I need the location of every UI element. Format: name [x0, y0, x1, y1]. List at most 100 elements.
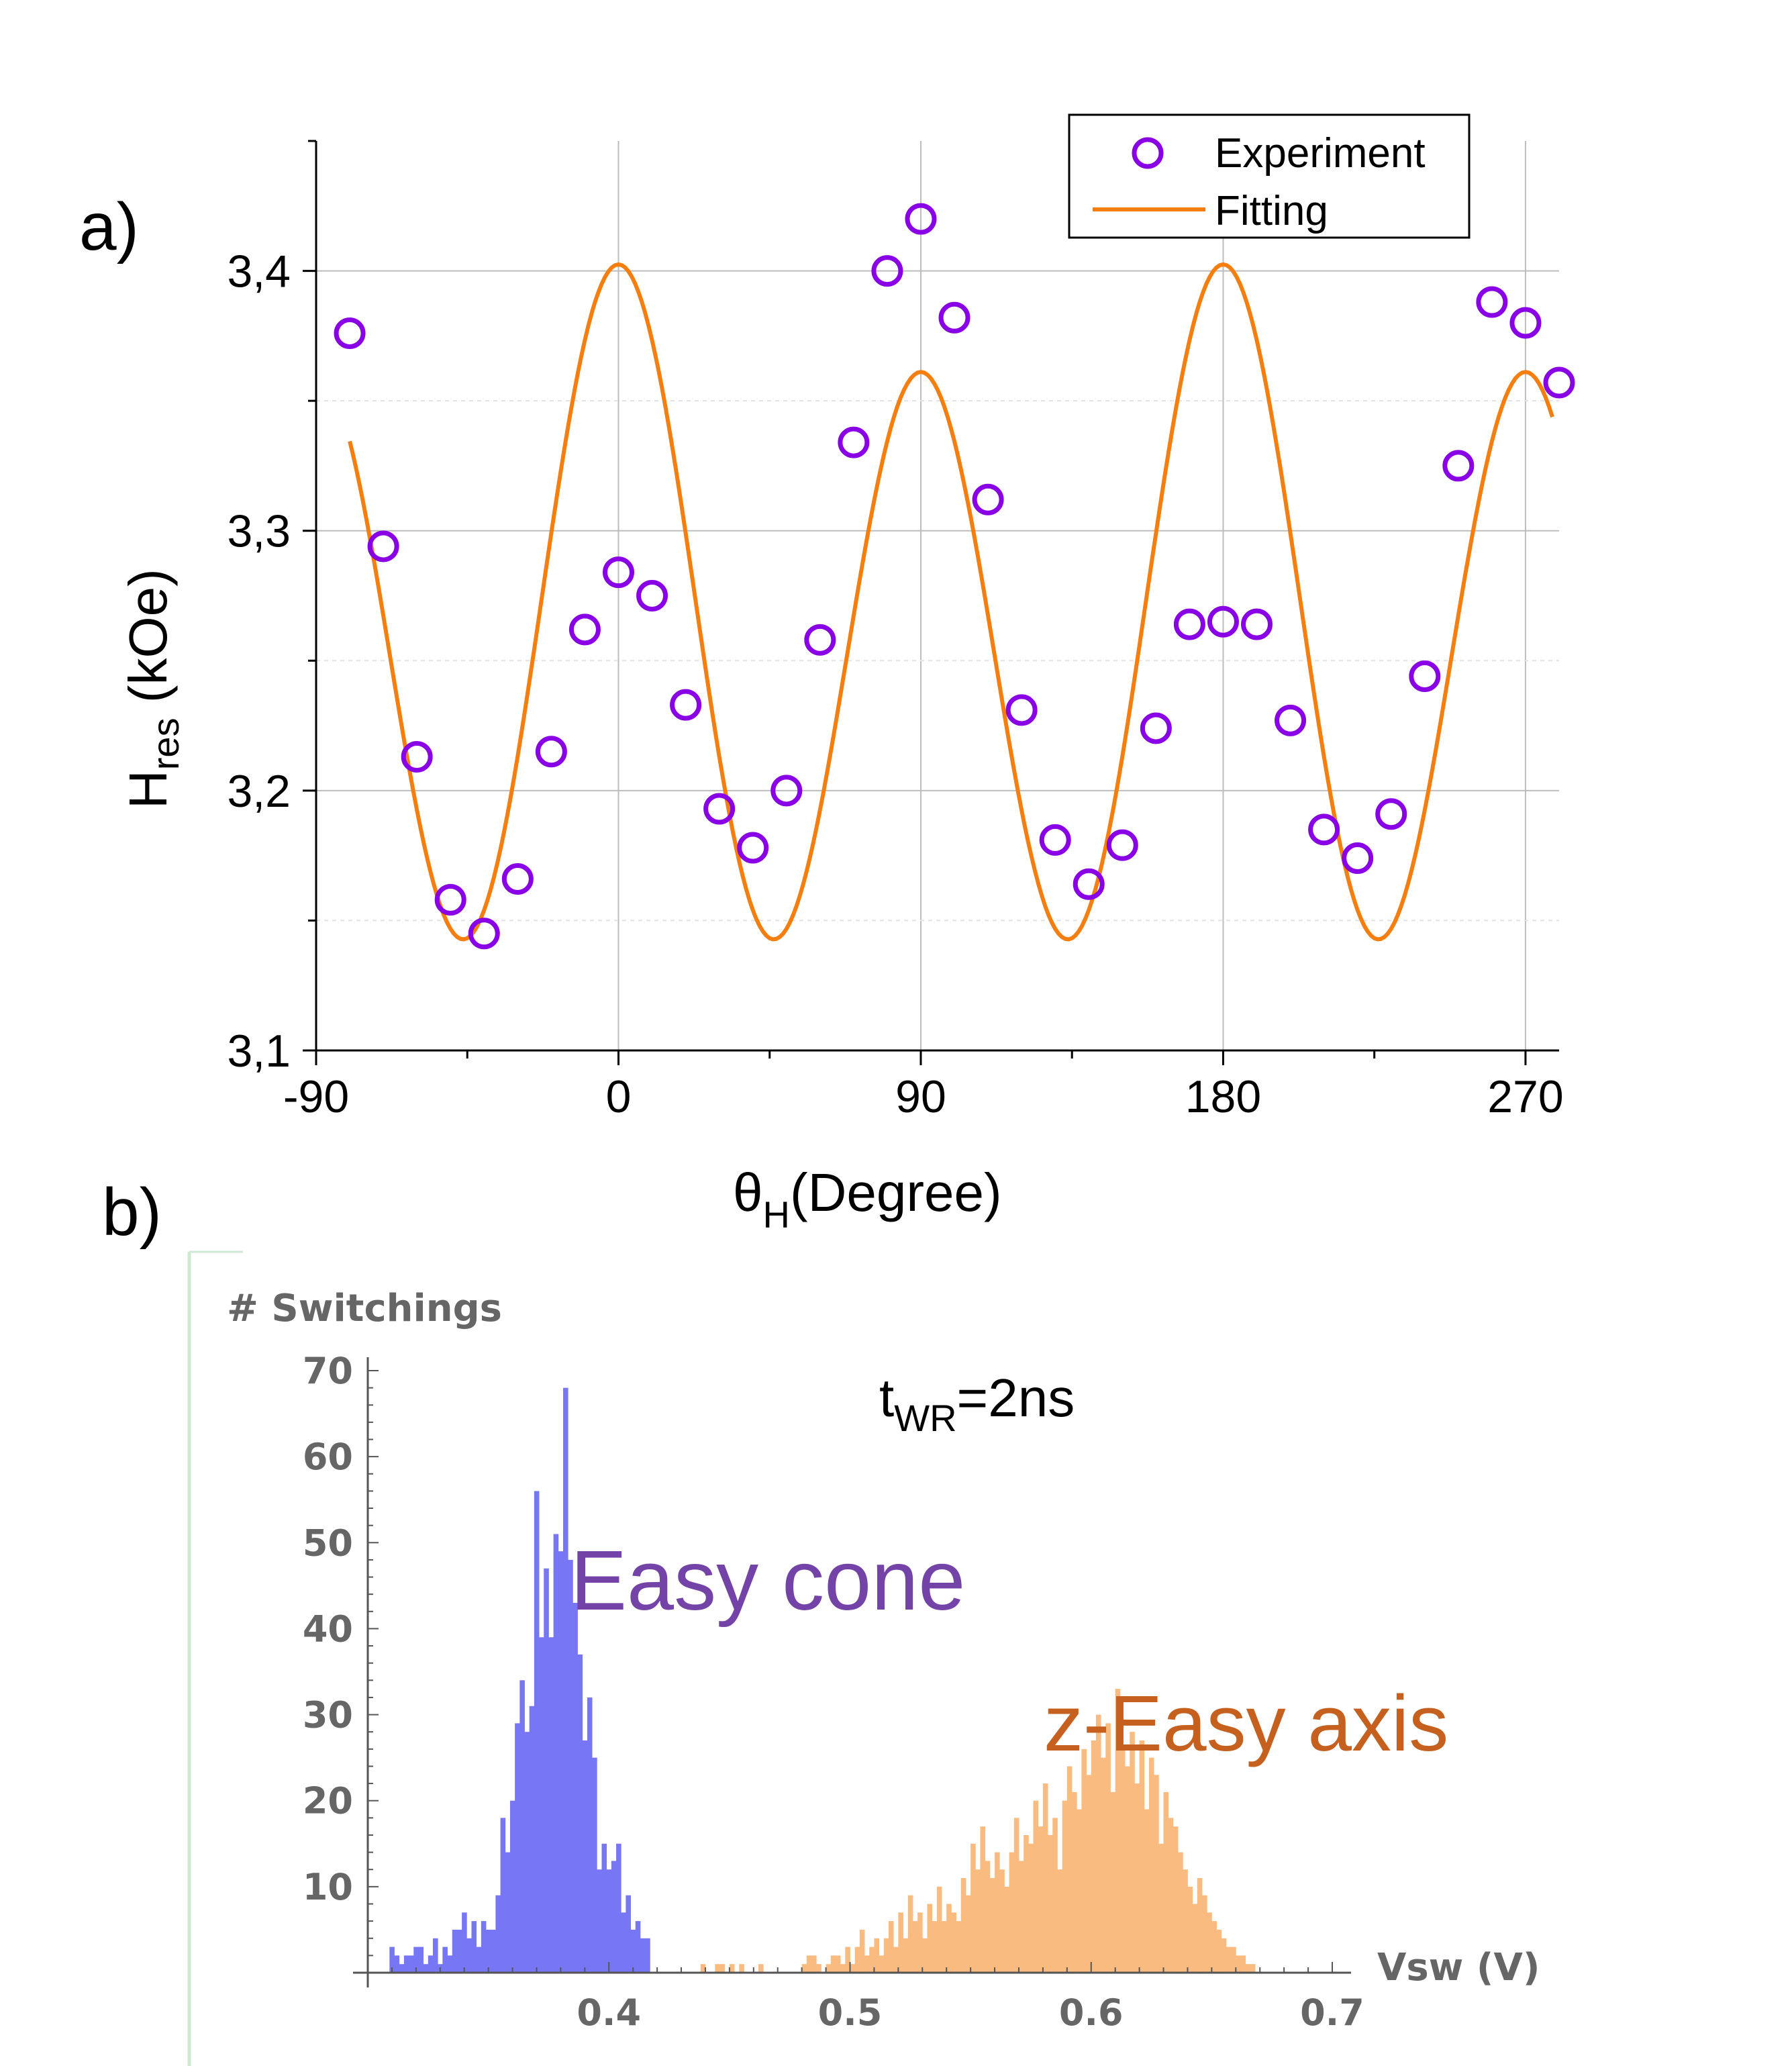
histogram-bar: [995, 1852, 1000, 1973]
histogram-bar: [845, 1947, 850, 1973]
histogram-bar: [989, 1878, 995, 1973]
experiment-point: [1173, 608, 1205, 640]
histogram-bar: [1009, 1852, 1015, 1973]
experiment-point: [1543, 366, 1575, 399]
experiment-markers: [334, 203, 1575, 950]
histogram-bar: [553, 1534, 559, 1973]
histogram-bar: [975, 1869, 981, 1973]
histogram-bar: [640, 1938, 646, 1973]
histogram-bar: [1038, 1826, 1044, 1973]
histogram-bar: [874, 1938, 880, 1973]
histogram-bar: [577, 1654, 583, 1973]
legend-experiment-label: Experiment: [1215, 130, 1426, 177]
histogram-bar: [1183, 1869, 1188, 1973]
histogram-bar: [1042, 1783, 1048, 1973]
histogram-bar: [558, 1551, 564, 1973]
histogram-bar: [519, 1680, 525, 1973]
histogram-bar: [562, 1387, 568, 1973]
z-easy-axis-annotation: z-Easy axis: [1044, 1679, 1448, 1768]
histogram-bar: [442, 1947, 448, 1973]
histogram-bar: [573, 1602, 578, 1973]
y-tick-label: 3,2: [227, 766, 291, 817]
panel-a-y-tick-labels: 3,1 3,2 3,3 3,4: [227, 246, 291, 1077]
histogram-bar: [466, 1938, 472, 1973]
histogram-bar: [739, 1964, 744, 1973]
histogram-bar: [927, 1904, 933, 1973]
histogram-bar: [1101, 1757, 1106, 1973]
histogram-bar: [389, 1947, 395, 1973]
histogram-bar: [568, 1559, 573, 1973]
experiment-point: [1442, 450, 1475, 482]
experiment-point: [468, 918, 500, 950]
histogram-bar: [1178, 1852, 1183, 1973]
histogram-bar: [1207, 1912, 1212, 1973]
histogram-bar: [433, 1938, 438, 1973]
experiment-point: [535, 736, 567, 768]
histogram-bar: [582, 1740, 588, 1973]
histogram-bar: [399, 1964, 405, 1973]
histogram-bar: [423, 1964, 429, 1973]
histogram-bar: [592, 1757, 597, 1973]
experiment-point: [770, 775, 803, 807]
experiment-point: [703, 793, 736, 825]
histogram-bar: [539, 1637, 544, 1973]
condition-value: =2ns: [957, 1368, 1075, 1428]
histogram-bar: [960, 1878, 966, 1973]
histogram-bar: [830, 1955, 836, 1973]
x-tick-label: 90: [895, 1071, 946, 1122]
histogram-y-axis-label: # Switchings: [227, 1287, 502, 1330]
histogram-y-tick-label: 10: [303, 1866, 353, 1908]
histogram-bar: [621, 1912, 626, 1973]
experiment-point: [871, 255, 903, 287]
histogram-bar: [826, 1964, 832, 1973]
histogram-bar: [409, 1955, 414, 1973]
histogram-bar: [1134, 1783, 1140, 1973]
histogram-bar: [715, 1964, 720, 1973]
histogram-bar: [486, 1929, 491, 1973]
histogram-bar: [1158, 1843, 1164, 1973]
experiment-point: [1140, 712, 1172, 744]
legend-fitting-label: Fitting: [1215, 188, 1328, 234]
y-axis-label-subscript: res: [144, 718, 187, 770]
histogram-bar: [970, 1843, 976, 1973]
histogram-bar: [1236, 1955, 1241, 1973]
histogram-bar: [456, 1929, 462, 1973]
histogram-bar: [835, 1955, 841, 1973]
histogram-bar: [1013, 1818, 1019, 1973]
histogram-bar: [1192, 1904, 1198, 1973]
y-axis-label: Hres (kOe): [118, 569, 187, 809]
histogram-bar: [452, 1929, 458, 1973]
experiment-point: [367, 530, 399, 562]
z-easy-axis-histogram: [700, 1689, 1256, 1973]
histogram-bar: [1130, 1732, 1135, 1973]
histogram-bar: [505, 1852, 511, 1973]
histogram-bar: [965, 1895, 971, 1973]
panel-b: b) # Switchings 10 20 30 40 50 60 70 0.4 0.5 0.6…: [102, 1175, 1540, 2066]
histogram-bar: [854, 1947, 860, 1973]
histogram-bar: [1245, 1964, 1251, 1973]
histogram-bar: [495, 1895, 501, 1973]
panel-a-x-tick-labels: -90 0 90 180 270: [283, 1071, 1564, 1122]
histogram-bar: [1004, 1886, 1009, 1973]
histogram-bar: [1154, 1775, 1159, 1973]
histogram-bar: [1057, 1869, 1063, 1973]
histogram-bar: [1240, 1955, 1246, 1973]
x-axis-label-unit: (Degree): [790, 1163, 1002, 1222]
histogram-bar: [524, 1732, 530, 1973]
experiment-point: [568, 613, 601, 646]
histogram-y-tick-label: 20: [303, 1780, 353, 1822]
experiment-point: [1509, 307, 1542, 339]
histogram-bar: [1066, 1766, 1073, 1973]
histogram-bar: [946, 1904, 952, 1973]
x-tick-label: 270: [1487, 1071, 1563, 1122]
experiment-point: [334, 317, 366, 349]
histogram-bar: [1163, 1791, 1169, 1973]
histogram-axes: [353, 1357, 1351, 1987]
histogram-bar: [418, 1947, 424, 1973]
histogram-bar: [428, 1955, 434, 1973]
histogram-bar: [587, 1697, 593, 1973]
histogram-y-tick-label: 70: [303, 1350, 353, 1392]
condition-label: tWR=2ns: [879, 1368, 1075, 1439]
histogram-bar: [1144, 1809, 1150, 1973]
histogram-bar: [601, 1843, 607, 1973]
